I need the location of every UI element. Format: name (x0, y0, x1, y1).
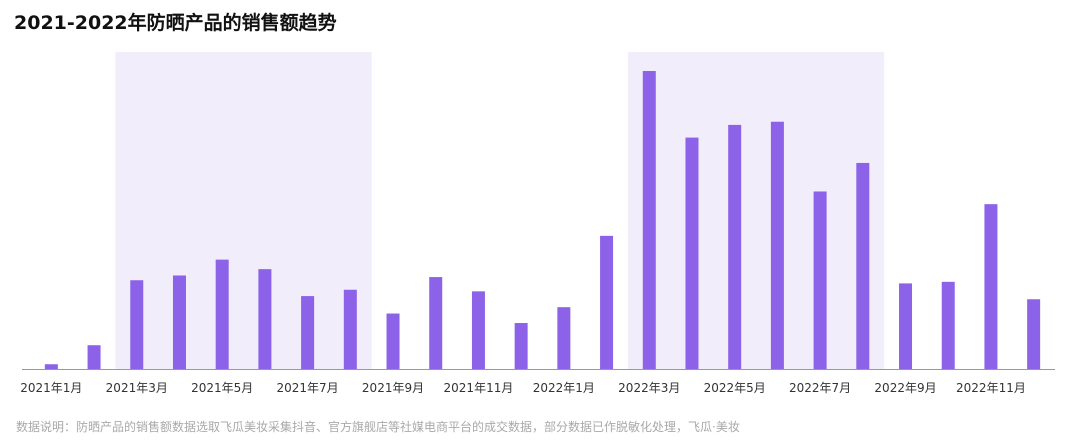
bar-2022年1月 (557, 307, 571, 369)
bar-2022年8月 (856, 162, 870, 369)
bar-2022年4月 (685, 137, 699, 369)
bar-2022年11月 (984, 204, 998, 369)
x-tick-label: 2022年9月 (874, 381, 936, 395)
bar-2022年7月 (813, 191, 827, 369)
bar-2021年2月 (87, 345, 101, 369)
bar-2021年12月 (514, 323, 528, 369)
bar-2022年12月 (1027, 299, 1041, 369)
bar-2022年3月 (642, 71, 656, 370)
bar-2021年6月 (258, 269, 272, 369)
x-tick-label: 2022年7月 (789, 381, 851, 395)
x-tick-label: 2021年3月 (106, 381, 168, 395)
footnote: 数据说明：防晒产品的销售额数据选取飞瓜美妆采集抖音、官方旗舰店等社媒电商平台的成… (16, 420, 740, 434)
bars (44, 71, 1041, 370)
bar-2021年5月 (215, 259, 229, 369)
x-tick-labels: 2021年1月 2021年3月 2021年5月 2021年7月 2021年9月 2021年… (20, 381, 1026, 395)
bar-2021年9月 (386, 313, 400, 369)
bar-2021年7月 (301, 296, 315, 369)
bar-2021年1月 (44, 364, 58, 369)
x-tick-label: 2022年5月 (704, 381, 766, 395)
bar-2022年10月 (941, 281, 955, 369)
x-tick-label: 2021年1月 (20, 381, 82, 395)
bar-2022年2月 (600, 235, 614, 369)
highlight-bands (115, 52, 885, 369)
highlight-band-2 (627, 52, 885, 369)
bar-2021年11月 (471, 291, 485, 369)
bar-2022年5月 (728, 124, 742, 369)
bar-2021年10月 (429, 277, 443, 369)
x-tick-label: 2022年3月 (618, 381, 680, 395)
x-tick-label: 2022年11月 (956, 381, 1026, 395)
bar-2022年6月 (770, 121, 784, 370)
x-tick-label: 2021年7月 (277, 381, 339, 395)
bar-2021年4月 (172, 275, 186, 369)
bar-2022年9月 (899, 283, 913, 369)
x-tick-label: 2021年11月 (444, 381, 514, 395)
x-tick-label: 2021年9月 (362, 381, 424, 395)
x-tick-label: 2021年5月 (191, 381, 253, 395)
bar-2021年8月 (343, 289, 357, 369)
chart-title: 2021-2022年防晒产品的销售额趋势 (14, 12, 337, 34)
bar-2021年3月 (130, 280, 144, 369)
x-tick-label: 2022年1月 (533, 381, 595, 395)
highlight-band-1 (115, 52, 372, 369)
